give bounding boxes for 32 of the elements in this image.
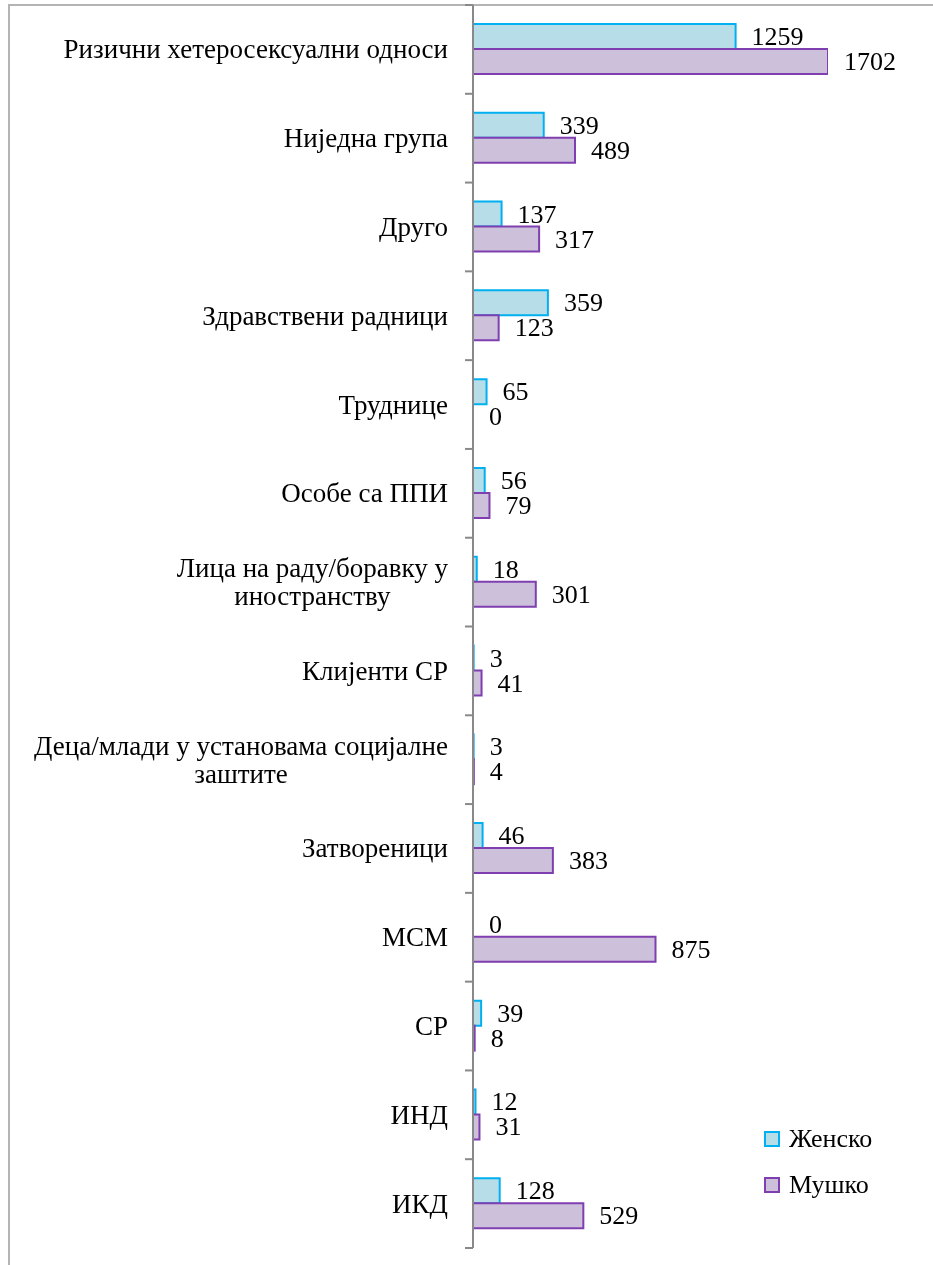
data-label: 46 xyxy=(498,821,525,851)
y-tick-label: Особе са ППИ xyxy=(281,478,448,509)
data-label: 137 xyxy=(517,199,557,229)
y-tick-label: МСМ xyxy=(381,922,448,953)
y-tick-label: Ниједна група xyxy=(283,123,449,154)
y-tick-label: СР xyxy=(414,1011,448,1042)
data-label: 383 xyxy=(568,846,608,876)
y-tick-label: Деца/млади у установама социјалне заштите xyxy=(34,730,449,789)
y-tick-label: Затвореници xyxy=(302,833,449,864)
y-tick-label: ИНД xyxy=(390,1099,448,1130)
data-label: 301 xyxy=(551,579,591,609)
y-tick-label: Ризични хетеросексуални односи xyxy=(63,34,448,65)
data-label: 18 xyxy=(492,554,519,584)
data-label: 1259 xyxy=(751,22,804,51)
y-tick-label: ИКД xyxy=(392,1188,449,1219)
data-label: 65 xyxy=(502,377,529,407)
data-label: 0 xyxy=(489,909,502,939)
data-label: 128 xyxy=(515,1176,555,1206)
y-tick-label: Лица на раду/боравку у иностранству xyxy=(176,553,449,612)
data-label: 1702 xyxy=(844,47,896,76)
data-label: 317 xyxy=(555,224,595,254)
data-label: 529 xyxy=(599,1201,639,1231)
legend-label: Мушко xyxy=(789,1170,869,1200)
legend-label: Женско xyxy=(789,1124,873,1154)
data-label: 123 xyxy=(514,313,554,343)
data-label: 0 xyxy=(489,402,502,432)
data-label: 875 xyxy=(671,934,711,964)
y-tick-label: Клијенти СР xyxy=(302,655,448,686)
y-tick-label: Труднице xyxy=(338,389,449,420)
y-tick-label: Здравствени радници xyxy=(202,300,449,331)
y-tick-label: Друго xyxy=(379,211,448,242)
data-label: 359 xyxy=(563,288,603,318)
